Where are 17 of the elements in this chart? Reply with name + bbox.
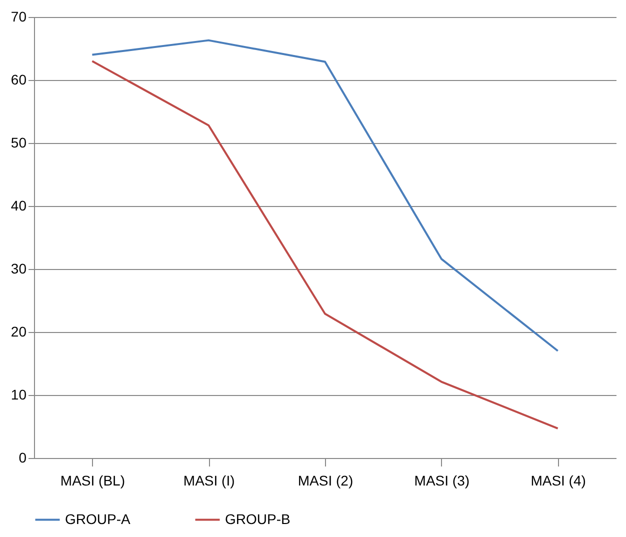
x-tick-label: MASI (3) (414, 472, 470, 488)
line-series (91, 39, 559, 352)
y-tick-label: 50 (10, 134, 27, 150)
x-tick-label: MASI (I) (183, 472, 235, 488)
legend-label: GROUP-B (225, 510, 290, 527)
x-tick-label: MASI (BL) (60, 472, 125, 488)
y-tick-label: 10 (10, 386, 27, 402)
y-tick-label: 60 (10, 72, 27, 88)
y-tick-label: 20 (10, 324, 27, 340)
y-tick-label: 40 (10, 198, 27, 214)
x-tick-label: MASI (2) (298, 472, 354, 488)
y-tick-label: 0 (18, 450, 27, 466)
x-tick-label: MASI (4) (530, 472, 586, 488)
legend-label: GROUP-A (65, 510, 131, 527)
y-tick-label: 70 (10, 8, 27, 24)
y-tick-label: 30 (10, 260, 27, 276)
line-series (91, 60, 559, 430)
